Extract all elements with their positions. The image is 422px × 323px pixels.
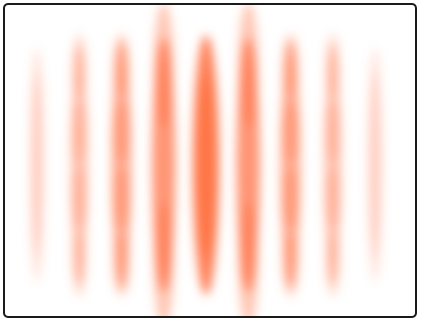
fringe-band-body	[111, 41, 132, 289]
fringe-band	[111, 33, 132, 297]
fringe-lobe	[282, 167, 299, 230]
fringe-lobe	[72, 33, 87, 97]
fringe-lobe	[195, 74, 217, 256]
fringe-band-body	[324, 44, 342, 286]
fringe-lobe	[282, 100, 299, 163]
fringe-band-body	[280, 41, 301, 289]
fringe-band	[152, 5, 176, 316]
fringe-lobe	[31, 74, 43, 256]
fringe-lobe	[325, 167, 340, 230]
fringe-band	[324, 33, 342, 297]
fringe-lobe	[325, 100, 340, 163]
fringe-lobe	[153, 202, 174, 316]
fringe-band	[368, 48, 382, 282]
fringe-band	[236, 5, 260, 316]
fringe-lobe	[325, 33, 340, 97]
image-frame	[3, 3, 417, 318]
fringe-lobe	[282, 33, 299, 97]
fringe-lobe	[113, 33, 130, 97]
fringe-band	[70, 33, 88, 297]
fringe-lobe	[369, 74, 381, 256]
fringe-lobe	[113, 100, 130, 163]
fringe-lobe	[325, 233, 340, 297]
fringe-band	[30, 48, 44, 282]
interference-fringe-pattern	[30, 5, 382, 316]
fringe-band	[280, 33, 301, 297]
fringe-lobe	[282, 233, 299, 297]
fringe-lobe	[72, 233, 87, 297]
fringe-lobe	[238, 5, 259, 128]
fringe-lobe	[113, 167, 130, 230]
fringe-lobe	[72, 100, 87, 163]
fringe-lobe	[238, 202, 259, 316]
fringe-lobe	[72, 167, 87, 230]
fringe-band-body	[70, 44, 88, 286]
fringe-lobe	[153, 5, 174, 128]
fringe-band	[193, 35, 219, 295]
fringe-lobe	[113, 233, 130, 297]
